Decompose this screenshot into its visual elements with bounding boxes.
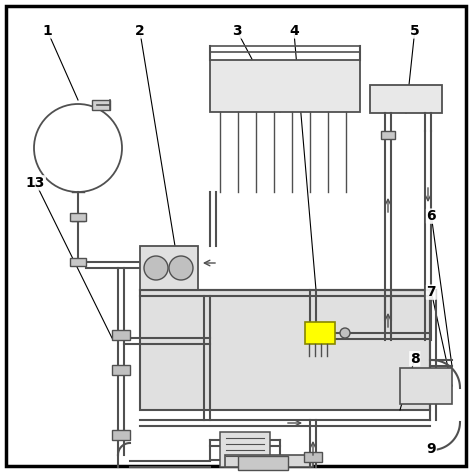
Circle shape (340, 328, 350, 338)
Circle shape (34, 104, 122, 192)
Text: 3: 3 (232, 24, 242, 38)
Text: 4: 4 (289, 24, 299, 38)
Bar (400, 368, 452, 404)
Bar (92, 100, 110, 110)
Bar (210, 60, 360, 112)
Text: 9: 9 (427, 442, 436, 456)
Bar (370, 85, 442, 113)
Text: 2: 2 (135, 24, 145, 38)
Bar (381, 131, 395, 139)
Text: 13: 13 (26, 176, 45, 190)
Bar (305, 322, 335, 344)
Text: 8: 8 (410, 352, 419, 366)
Circle shape (144, 256, 168, 280)
Bar (225, 455, 313, 467)
Bar (140, 290, 430, 410)
Bar (304, 452, 322, 462)
Text: 7: 7 (427, 285, 436, 299)
Bar (112, 365, 130, 375)
Text: 1: 1 (43, 24, 52, 38)
Circle shape (169, 256, 193, 280)
Bar (140, 246, 198, 290)
Text: 6: 6 (427, 209, 436, 223)
Bar (220, 432, 270, 467)
Text: 5: 5 (410, 24, 419, 38)
Bar (238, 456, 288, 470)
Bar (112, 330, 130, 340)
Bar (112, 430, 130, 440)
Bar (70, 258, 86, 266)
Bar (70, 213, 86, 221)
